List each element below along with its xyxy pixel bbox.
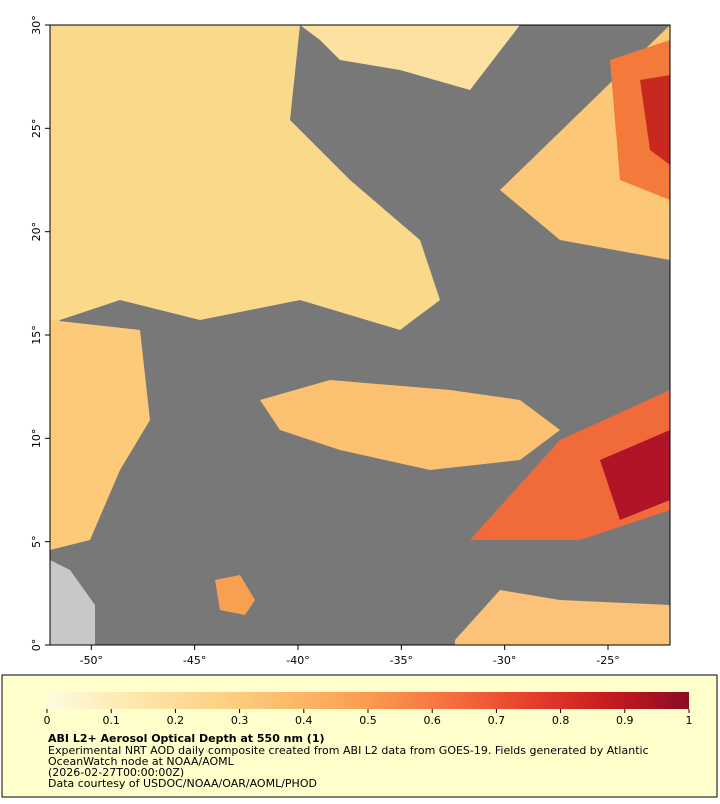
colorbar-tick-label: 0.1 <box>102 714 120 727</box>
colorbar-tick-label: 0.9 <box>616 714 634 727</box>
colorbar-tick-label: 0.2 <box>167 714 185 727</box>
colorbar-tick-label: 0.5 <box>359 714 377 727</box>
legend-line: Data courtesy of USDOC/NOAA/OAR/AOML/PHO… <box>48 777 317 790</box>
legend-line: Experimental NRT AOD daily composite cre… <box>48 744 649 757</box>
colorbar-tick-label: 0.8 <box>552 714 570 727</box>
colorbar-tick-label: 0.4 <box>295 714 313 727</box>
x-tick-label: -25° <box>596 654 619 667</box>
colorbar-tick-label: 0 <box>44 714 51 727</box>
legend-line: (2026-02-27T00:00:00Z) <box>48 766 184 779</box>
colorbar-tick-label: 0.6 <box>423 714 441 727</box>
legend-line: OceanWatch node at NOAA/AOML <box>48 755 235 768</box>
x-tick-label: -45° <box>183 654 206 667</box>
y-tick-label: 25° <box>30 119 43 139</box>
y-tick-label: 30° <box>30 15 43 35</box>
x-tick-label: -40° <box>286 654 309 667</box>
x-tick-label: -35° <box>390 654 413 667</box>
y-tick-label: 5° <box>30 535 43 548</box>
x-tick-label: -30° <box>493 654 516 667</box>
colorbar-tick-label: 1 <box>686 714 693 727</box>
y-tick-label: 10° <box>30 429 43 449</box>
y-tick-label: 0° <box>30 639 43 652</box>
y-tick-label: 20° <box>30 222 43 242</box>
x-tick-label: -50° <box>80 654 103 667</box>
colorbar-tick-label: 0.3 <box>231 714 249 727</box>
axes: -50° -45° -40° -35° -30° -25° 0° 5° 10° 15° 20° 25°… <box>30 15 620 667</box>
colorbar-tick-label: 0.7 <box>488 714 506 727</box>
y-tick-label: 15° <box>30 325 43 345</box>
map-image <box>50 25 670 645</box>
legend-title: ABI L2+ Aerosol Optical Depth at 550 nm … <box>48 732 325 745</box>
colorbar <box>47 692 689 709</box>
